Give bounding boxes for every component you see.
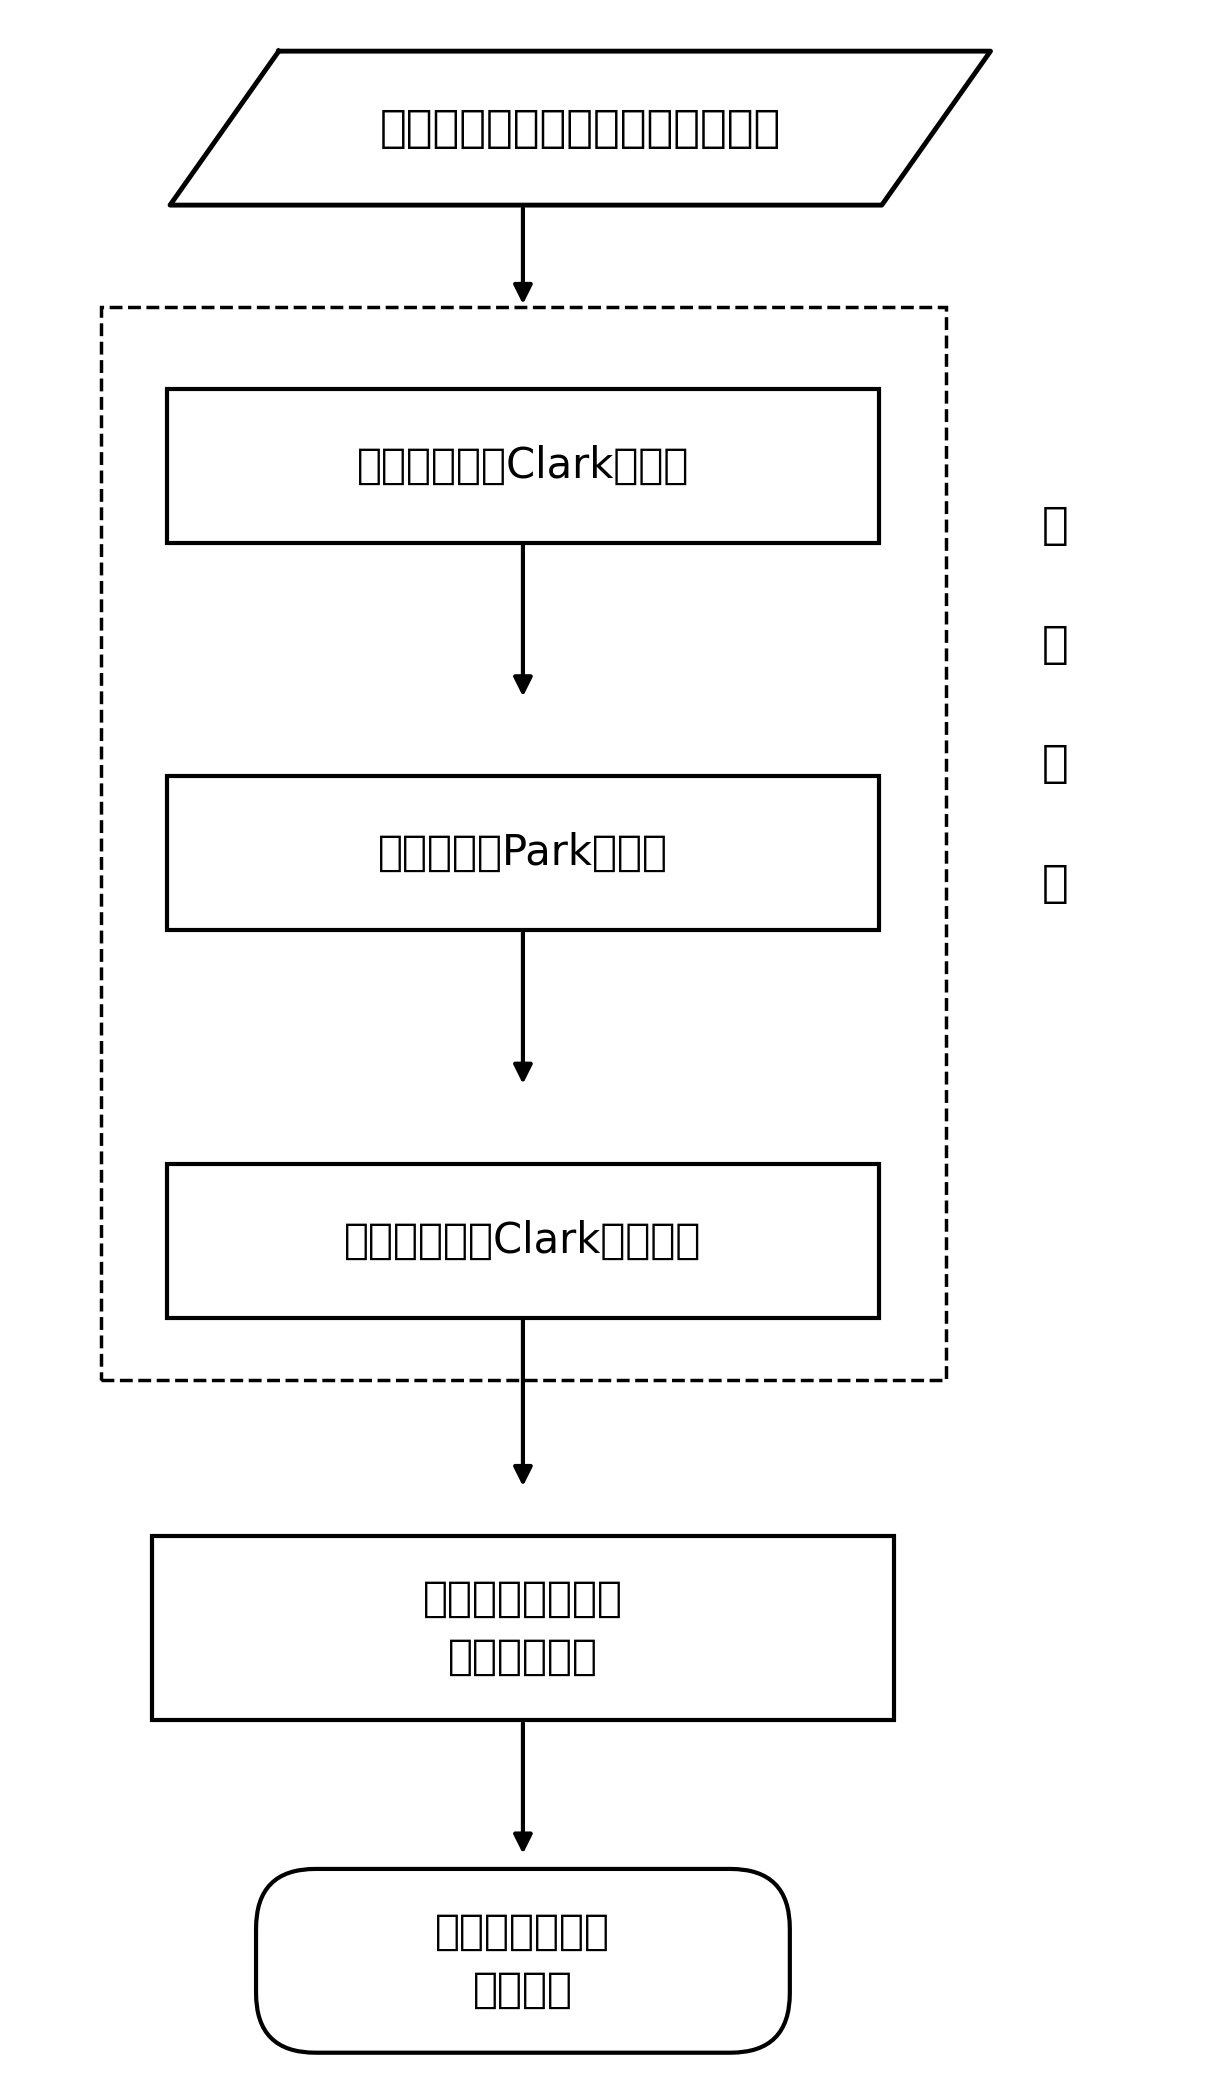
Text: 进行克拉克（Clark）反变换: 进行克拉克（Clark）反变换 (344, 1220, 701, 1262)
Text: 计算幅值归算系数
进行幅值归算: 计算幅值归算系数 进行幅值归算 (422, 1578, 623, 1678)
Text: 进行帕克（Park）变换: 进行帕克（Park）变换 (378, 833, 667, 874)
Text: 相: 相 (1042, 504, 1068, 548)
Bar (167, 1164, 879, 1318)
Text: 位: 位 (1042, 623, 1068, 666)
FancyBboxPatch shape (256, 1870, 789, 2053)
Text: 进行克拉克（Clark）变换: 进行克拉克（Clark）变换 (357, 446, 689, 487)
Text: 完成二次侧绕组
电流归算: 完成二次侧绕组 电流归算 (436, 1911, 611, 2011)
Bar (101, 306, 946, 1380)
Text: 算: 算 (1042, 862, 1068, 904)
Bar (167, 777, 879, 931)
Bar (152, 1537, 893, 1720)
Text: 归: 归 (1042, 743, 1068, 785)
Bar (167, 389, 879, 543)
Polygon shape (170, 52, 991, 206)
Text: 读取移相变压器二次侧各绕组电流: 读取移相变压器二次侧各绕组电流 (380, 106, 781, 150)
